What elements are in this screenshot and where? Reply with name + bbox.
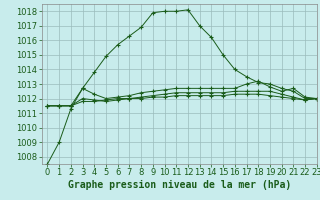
X-axis label: Graphe pression niveau de la mer (hPa): Graphe pression niveau de la mer (hPa): [68, 180, 291, 190]
